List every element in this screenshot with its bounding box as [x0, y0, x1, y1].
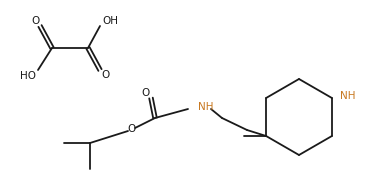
Text: OH: OH: [102, 16, 118, 26]
Text: O: O: [101, 70, 109, 80]
Text: NH: NH: [198, 102, 213, 112]
Text: O: O: [141, 88, 149, 98]
Text: O: O: [128, 124, 136, 134]
Text: NH: NH: [340, 91, 356, 101]
Text: HO: HO: [20, 71, 36, 81]
Text: O: O: [32, 16, 40, 26]
